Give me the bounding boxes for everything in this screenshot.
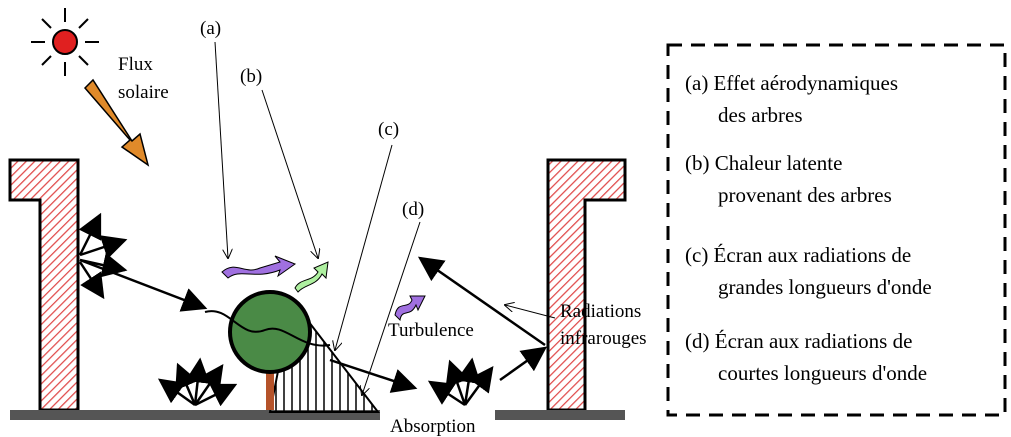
legend: (a) Effet aérodynamiques des arbres (b) … [666,43,1007,417]
label: Radiations [560,301,641,322]
trunk [266,365,274,410]
legend-text: provenant des arbres [718,183,892,207]
legend-text: (d) Écran aux radiations de [685,329,912,353]
marker: (b) [240,66,262,87]
label: Turbulence [388,320,474,341]
turbulence-arrow [394,295,426,322]
legend-text: (b) Chaleur latente [685,151,842,175]
wind-a [221,255,297,279]
legend-box [666,43,1007,417]
sun [52,29,78,55]
wind-b [294,261,329,293]
label: infrarouges [560,328,647,349]
absorption-box [380,410,495,437]
label: Flux [118,54,153,75]
left-building [8,158,80,412]
right-building [546,158,627,412]
legend-text: (a) Effet aérodynamiques [685,71,898,95]
sun-rays [31,8,99,76]
solar-arrow [83,78,150,167]
tree [228,290,312,374]
legend-text: grandes longueurs d'onde [718,275,932,299]
label: Absorption [390,416,476,437]
legend-text: (c) Écran aux radiations de [685,243,911,267]
marker: (d) [402,199,424,220]
leader-lines [214,41,556,395]
label: solaire [118,82,169,103]
ray-path [204,310,331,347]
marker: (c) [378,119,399,140]
legend-text: des arbres [718,103,803,127]
rays [78,212,548,407]
legend-text: courtes longueurs d'onde [718,361,927,385]
ground [10,410,625,420]
marker: (a) [200,18,221,39]
scene: Flux solaire (a) (b) (c) (d) Turbulence … [8,8,647,437]
